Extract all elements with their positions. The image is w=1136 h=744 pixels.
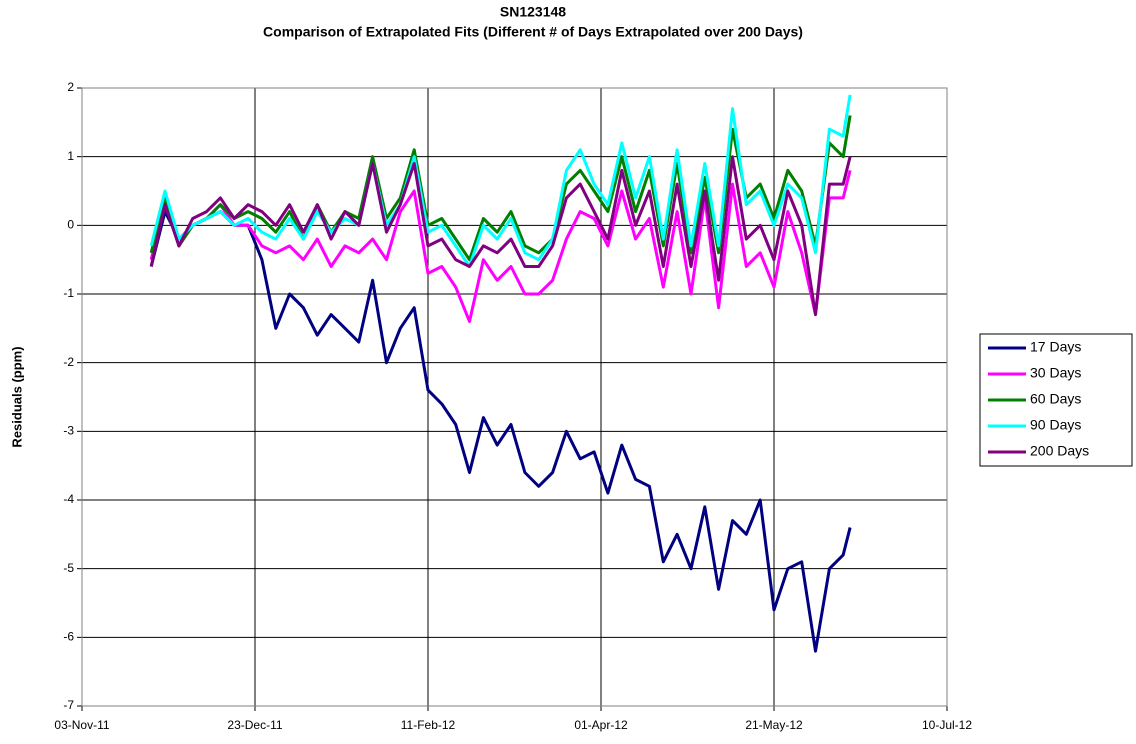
legend-label: 200 Days bbox=[1030, 443, 1089, 459]
y-tick-label: -6 bbox=[63, 630, 74, 644]
y-tick-label: -1 bbox=[63, 286, 74, 300]
legend-label: 17 Days bbox=[1030, 339, 1081, 355]
series-line bbox=[149, 155, 852, 317]
x-tick-label: 10-Jul-12 bbox=[922, 718, 972, 732]
plot-border bbox=[81, 87, 948, 707]
y-tick-label: 1 bbox=[67, 149, 74, 163]
x-tick-label: 01-Apr-12 bbox=[574, 718, 628, 732]
chart-title: SN123148 bbox=[500, 4, 566, 20]
x-tick-label: 21-May-12 bbox=[745, 718, 803, 732]
legend-label: 30 Days bbox=[1030, 365, 1081, 381]
legend-label: 90 Days bbox=[1030, 417, 1081, 433]
series-line bbox=[149, 170, 852, 323]
y-tick-label: -4 bbox=[63, 492, 74, 506]
y-tick-label: -3 bbox=[63, 424, 74, 438]
y-tick-label: 0 bbox=[67, 218, 74, 232]
series-line bbox=[149, 210, 852, 653]
x-tick-label: 23-Dec-11 bbox=[227, 718, 282, 732]
chart-subtitle: Comparison of Extrapolated Fits (Differe… bbox=[263, 24, 803, 40]
y-tick-label: -2 bbox=[63, 355, 74, 369]
x-tick-label: 03-Nov-11 bbox=[54, 718, 109, 732]
y-axis-label: Residuals (ppm) bbox=[9, 346, 24, 447]
x-tick-label: 11-Feb-12 bbox=[401, 718, 456, 732]
y-tick-label: -7 bbox=[63, 698, 74, 712]
series-line bbox=[149, 94, 852, 268]
y-tick-label: 2 bbox=[67, 80, 74, 94]
y-tick-label: -5 bbox=[63, 561, 74, 575]
legend-label: 60 Days bbox=[1030, 391, 1081, 407]
